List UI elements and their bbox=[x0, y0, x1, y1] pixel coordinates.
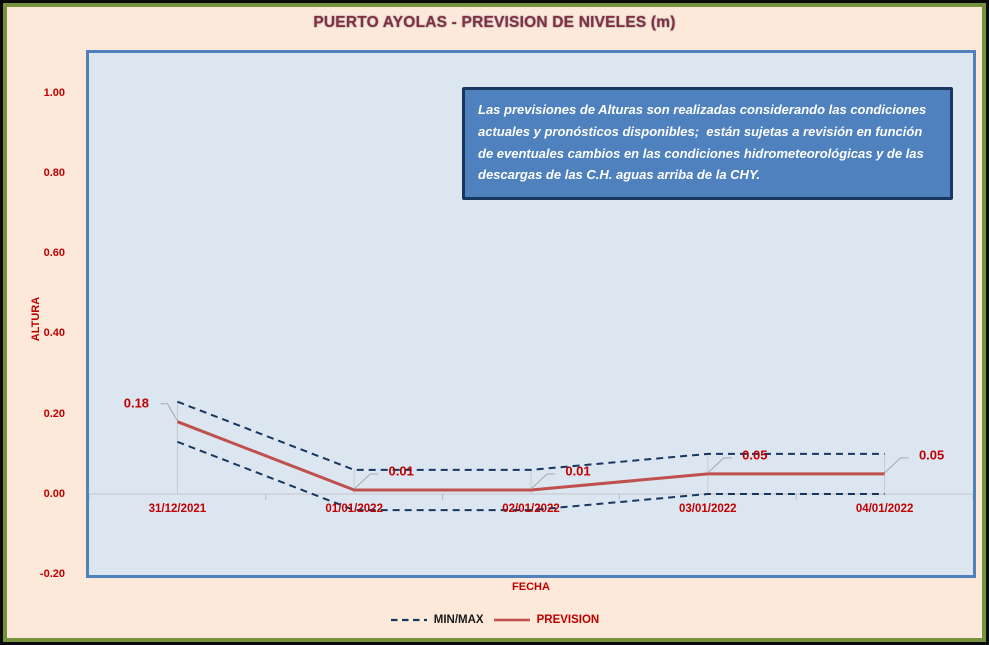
y-tick-label: 1.00 bbox=[43, 86, 65, 99]
x-tick-label: 31/12/2021 bbox=[148, 503, 207, 515]
y-tick-label: 0.80 bbox=[43, 166, 65, 179]
x-tick-label: 02/01/2022 bbox=[502, 503, 560, 515]
data-label: 0.01 bbox=[388, 463, 414, 479]
legend-item-min-max: MIN/MAX bbox=[390, 614, 484, 626]
legend-label: PREVISION bbox=[536, 614, 600, 626]
x-tick-label: 04/01/2022 bbox=[855, 503, 914, 515]
min-series-line bbox=[177, 440, 885, 512]
x-tick-label: 03/01/2022 bbox=[679, 503, 737, 515]
data-label: 0.05 bbox=[918, 447, 945, 463]
data-label-leader bbox=[353, 473, 379, 490]
prevision-series-line bbox=[176, 420, 885, 492]
x-tick-label: 01/01/2022 bbox=[325, 503, 383, 515]
data-label: 0.05 bbox=[742, 447, 768, 463]
chart-background: PUERTO AYOLAS - PREVISION DE NIVELES (m)… bbox=[3, 3, 986, 642]
y-tick-label: 0.20 bbox=[43, 407, 65, 420]
y-tick-label: 0.00 bbox=[43, 488, 65, 500]
y-tick-label: -0.20 bbox=[39, 568, 65, 581]
y-axis-tick-labels: 1.00 0.80 0.60 0.40 0.20 0.00 -0.20 bbox=[15, 7, 65, 638]
data-label-leader bbox=[160, 403, 178, 421]
legend-label: MIN/MAX bbox=[433, 614, 484, 626]
data-label-leader bbox=[884, 457, 909, 474]
solid-line-swatch bbox=[493, 618, 530, 622]
dashed-line-swatch bbox=[390, 618, 427, 622]
data-label: 0.01 bbox=[565, 463, 591, 479]
data-label: 0.18 bbox=[123, 395, 150, 411]
y-tick-label: 0.60 bbox=[43, 247, 65, 260]
chart-title: PUERTO AYOLAS - PREVISION DE NIVELES (m) bbox=[313, 14, 676, 31]
forecast-disclaimer-box: Las previsiones de Alturas son realizada… bbox=[462, 87, 953, 200]
data-label-leader bbox=[530, 473, 555, 490]
x-axis-title: FECHA bbox=[512, 581, 550, 593]
legend-item-prevision: PREVISION bbox=[493, 614, 600, 626]
data-label-leader bbox=[707, 457, 732, 474]
chart-legend: MIN/MAX PREVISION bbox=[7, 614, 982, 626]
y-tick-label: 0.40 bbox=[43, 327, 65, 340]
chart-lines-canvas bbox=[89, 400, 973, 512]
max-series-line bbox=[177, 400, 885, 471]
